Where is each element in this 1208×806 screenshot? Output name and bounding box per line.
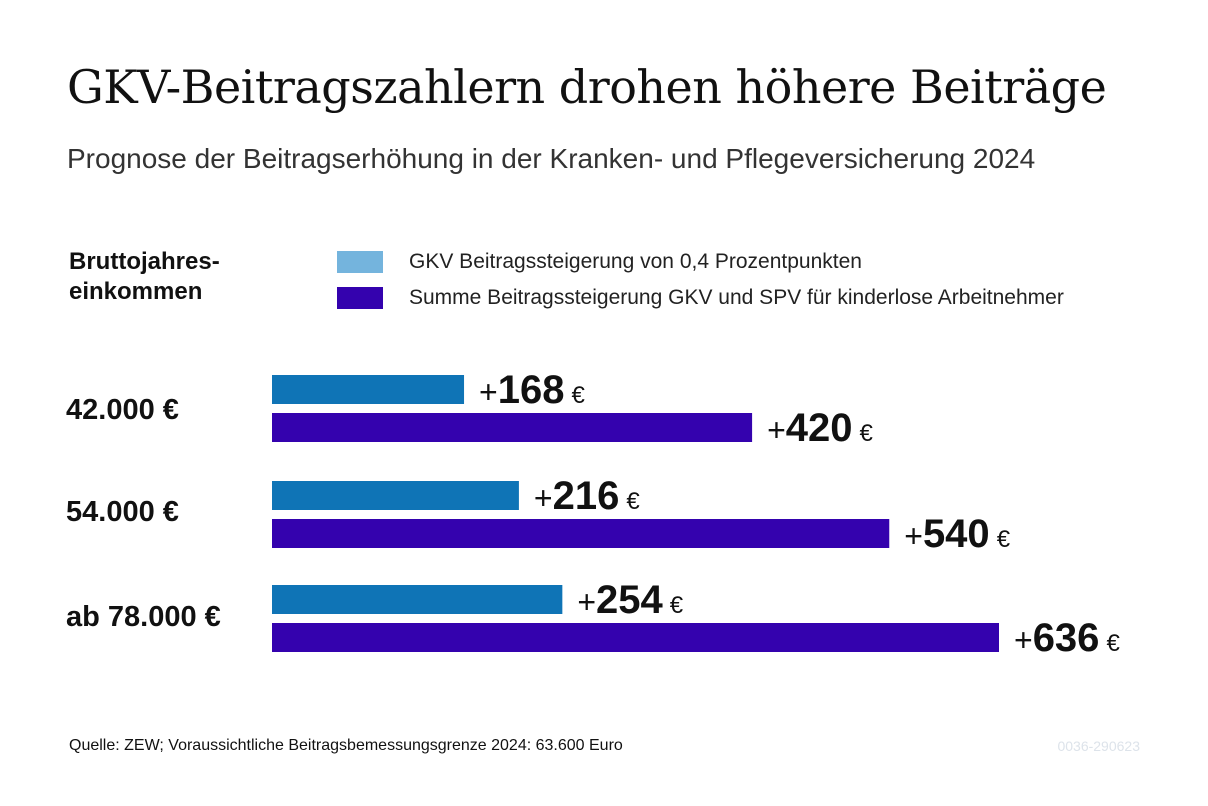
legend-item-total: Summe Beitragssteigerung GKV und SPV für…: [337, 280, 1064, 316]
bar: [272, 375, 465, 404]
data-label: +540 €: [904, 512, 1010, 556]
legend-label-gkv: GKV Beitragssteigerung von 0,4 Prozentpu…: [409, 250, 862, 273]
data-label: +420 €: [767, 406, 873, 450]
chart-subtitle: Prognose der Beitragserhöhung in der Kra…: [67, 143, 1036, 174]
legend-swatch-gkv: [337, 251, 383, 273]
category-axis-label: Bruttojahres-einkommen: [69, 248, 220, 305]
bar: [272, 413, 753, 442]
legend: GKV Beitragssteigerung von 0,4 Prozentpu…: [337, 244, 1064, 316]
legend-swatch-total: [337, 287, 383, 309]
legend-item-gkv: GKV Beitragssteigerung von 0,4 Prozentpu…: [337, 244, 1064, 280]
data-label: +254 €: [577, 578, 683, 622]
source-note: Quelle: ZEW; Voraussichtliche Beitragsbe…: [69, 737, 623, 754]
category-label: 42.000 €: [66, 394, 179, 426]
bar: [272, 519, 890, 548]
bar: [272, 623, 999, 652]
graphic-code: 0036-290623: [1057, 738, 1140, 754]
category-label: 54.000 €: [66, 496, 179, 528]
chart-title: GKV-Beitragszahlern drohen höhere Beiträ…: [67, 60, 1107, 114]
data-label: +216 €: [534, 474, 640, 518]
bar: [272, 585, 563, 614]
data-label: +168 €: [479, 368, 585, 412]
legend-label-total: Summe Beitragssteigerung GKV und SPV für…: [409, 286, 1064, 309]
category-label: ab 78.000 €: [66, 601, 221, 633]
bar: [272, 481, 519, 510]
data-label: +636 €: [1014, 616, 1120, 660]
